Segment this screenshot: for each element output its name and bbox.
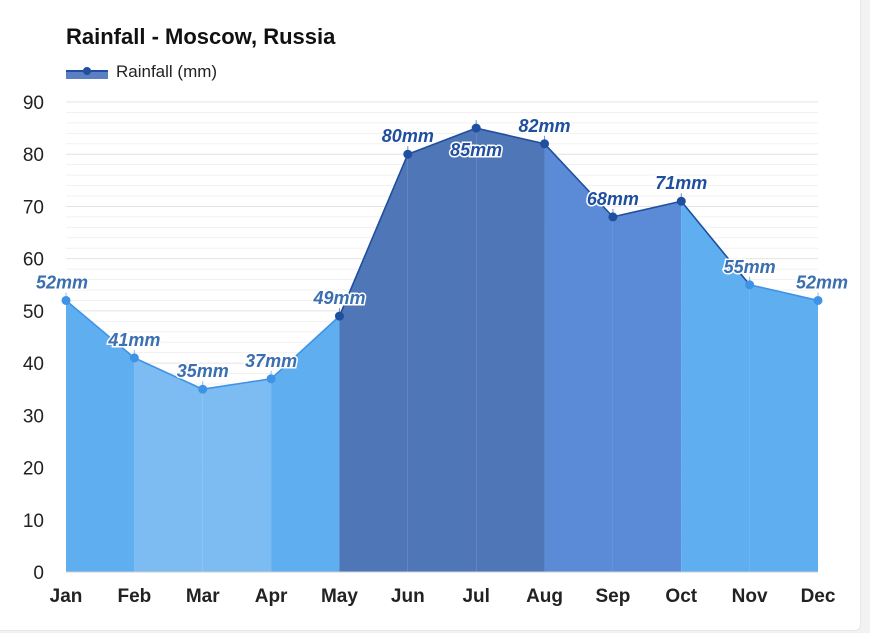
y-tick-label: 70 — [23, 197, 44, 218]
data-point — [403, 149, 413, 159]
data-label: 37mm — [245, 351, 297, 371]
x-tick-label: Jul — [462, 586, 489, 607]
line-segment-jul — [476, 127, 545, 145]
y-tick-label: 50 — [23, 302, 44, 323]
x-tick-label: Jan — [50, 586, 83, 607]
x-tick-label: Mar — [186, 586, 220, 607]
area-segment-feb — [134, 357, 203, 572]
y-tick-label: 0 — [33, 563, 44, 584]
x-tick-label: Nov — [732, 586, 768, 607]
chart-title: Rainfall - Moscow, Russia — [66, 24, 336, 49]
data-point — [676, 196, 686, 206]
data-label: 35mm — [177, 361, 229, 381]
data-point — [334, 311, 344, 321]
data-point — [198, 384, 208, 394]
data-point — [540, 139, 550, 149]
area-segment-oct — [681, 201, 750, 572]
area-segment-apr — [271, 316, 340, 572]
line-segment-jun — [407, 127, 477, 155]
y-tick-label: 60 — [23, 250, 44, 271]
area-segment-nov — [749, 284, 818, 572]
area-segment-sep — [612, 201, 682, 572]
y-tick-label: 30 — [23, 406, 44, 427]
line-segment-apr — [270, 315, 340, 380]
line-segment-jan — [65, 299, 135, 359]
line-segment-oct — [680, 200, 751, 286]
area-segment-jul — [476, 128, 545, 572]
line-segment-nov — [749, 283, 819, 302]
x-tick-label: Feb — [117, 586, 151, 607]
area-segment-aug — [544, 143, 613, 572]
x-tick-label: Apr — [255, 586, 288, 607]
data-label: 68mm — [587, 189, 639, 209]
area-segment-jan — [66, 300, 135, 572]
line-segment-may — [338, 153, 409, 317]
data-point — [608, 212, 618, 222]
data-label: 80mm — [382, 126, 434, 146]
line-segment-aug — [543, 143, 614, 218]
legend-label: Rainfall (mm) — [116, 62, 218, 81]
data-label: 55mm — [724, 257, 776, 277]
y-tick-label: 90 — [23, 93, 44, 114]
data-label: 52mm — [36, 272, 88, 292]
x-tick-label: Dec — [801, 586, 836, 607]
line-segment-sep — [612, 200, 682, 218]
line-segment-mar — [202, 377, 272, 391]
area-segment-jun — [407, 128, 477, 572]
area-segment-may — [339, 154, 408, 572]
y-tick-label: 20 — [23, 459, 44, 480]
data-label: 52mm — [796, 272, 848, 292]
y-tick-label: 40 — [23, 354, 44, 375]
data-label: 41mm — [107, 330, 160, 350]
data-point — [129, 353, 139, 363]
data-point — [471, 123, 481, 133]
data-point — [61, 295, 71, 305]
x-tick-label: Oct — [665, 586, 697, 607]
y-tick-label: 10 — [23, 511, 44, 532]
x-tick-label: Aug — [526, 586, 563, 607]
line-segment-feb — [134, 357, 204, 390]
data-label: 85mm — [450, 140, 502, 160]
data-label: 82mm — [519, 116, 571, 136]
data-label: 71mm — [655, 173, 707, 193]
data-label: 49mm — [312, 288, 365, 308]
legend[interactable]: Rainfall (mm) — [66, 62, 217, 82]
area-segment-mar — [202, 378, 272, 572]
x-tick-label: Jun — [391, 586, 425, 607]
legend-swatch — [66, 65, 108, 79]
y-tick-label: 80 — [23, 145, 44, 166]
data-point — [745, 280, 755, 290]
x-tick-label: May — [321, 586, 358, 607]
data-point — [813, 295, 823, 305]
data-point — [266, 374, 276, 384]
x-tick-label: Sep — [595, 586, 630, 607]
